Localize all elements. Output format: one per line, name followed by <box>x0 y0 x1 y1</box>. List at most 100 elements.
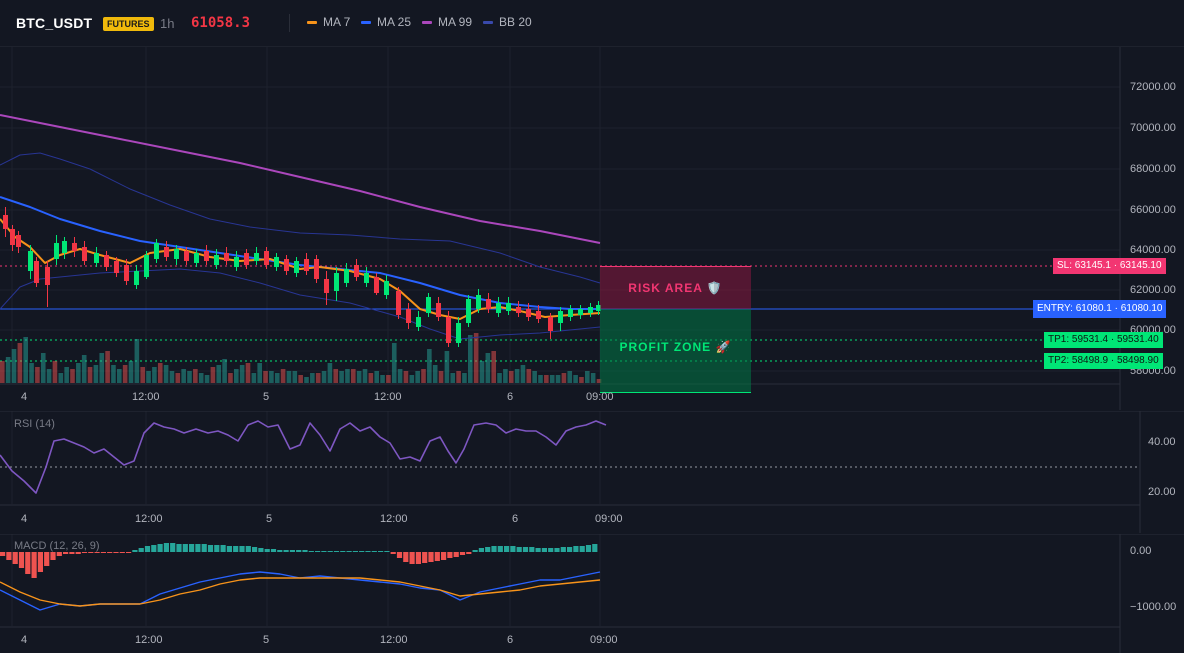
macd-histogram-bar <box>88 552 94 553</box>
candle-body <box>374 277 379 293</box>
entry-label[interactable]: ENTRY: 61080.1 · 61080.10 <box>1033 300 1167 318</box>
macd-histogram-bar <box>157 544 163 552</box>
candle-body <box>94 253 99 263</box>
volume-bar <box>146 371 151 383</box>
legend-ma99-label: MA 99 <box>438 15 473 29</box>
volume-bar <box>0 361 5 383</box>
volume-bar <box>76 363 81 383</box>
macd-histogram-bar <box>126 552 132 553</box>
candle-body <box>476 295 481 309</box>
macd-histogram-bar <box>296 550 302 552</box>
macd-histogram-bar <box>233 546 239 552</box>
candle-body <box>174 249 179 259</box>
macd-histogram-bar <box>75 552 81 554</box>
tp1-label[interactable]: TP1: 59531.4 · 59531.40 <box>1044 332 1163 348</box>
volume-bar <box>40 353 46 383</box>
time-axis-label: 4 <box>21 391 28 403</box>
volume-bar <box>368 373 374 383</box>
candle-body <box>144 255 149 277</box>
legend-ma25[interactable]: MA 25 <box>361 15 411 29</box>
timeframe-selector[interactable]: 1h <box>160 16 175 31</box>
macd-histogram-bar <box>510 546 516 552</box>
price-axis-label: 66000.00 <box>1130 204 1176 216</box>
volume-bar <box>409 375 415 383</box>
price-pane[interactable]: 72000.00 70000.00 68000.00 66000.00 6400… <box>0 47 1184 410</box>
volume-bar <box>386 375 391 383</box>
candle-body <box>466 299 471 323</box>
volume-bar <box>362 369 368 383</box>
time-axis-label: 12:00 <box>374 391 402 403</box>
volume-bar <box>29 363 34 383</box>
macd-histogram-bar <box>567 547 573 552</box>
price-axis-label: 64000.00 <box>1130 244 1176 256</box>
candle-body <box>54 243 59 259</box>
volume-bar <box>573 375 578 383</box>
candle-body <box>578 309 583 315</box>
macd-histogram-bar <box>264 549 270 552</box>
legend-ma7[interactable]: MA 7 <box>307 15 350 29</box>
legend-ma99[interactable]: MA 99 <box>422 15 472 29</box>
candle-body <box>364 273 369 283</box>
time-axis-label: 12:00 <box>135 513 163 525</box>
legend-bb20[interactable]: BB 20 <box>483 15 532 29</box>
volume-bar <box>274 373 280 383</box>
ma99-swatch <box>422 20 432 24</box>
macd-histogram-bar <box>176 544 182 552</box>
volume-bar <box>596 379 602 383</box>
macd-histogram-bar <box>132 550 138 552</box>
volume-bar <box>292 371 298 383</box>
volume-bar <box>263 371 268 383</box>
candle-body <box>204 251 209 261</box>
chart-header: BTC_USDT FUTURES 1h 61058.3 MA 7 MA 25 M… <box>0 0 1184 47</box>
price-chart-canvas[interactable] <box>0 47 1184 410</box>
macd-chart-canvas[interactable] <box>0 534 1184 653</box>
candle-body <box>16 235 21 247</box>
candle-body <box>184 251 189 261</box>
volume-bar <box>228 373 233 383</box>
rsi-pane[interactable]: RSI (14) 40.00 20.00 4 12:00 5 12:00 6 0… <box>0 411 1184 533</box>
volume-bar <box>456 371 461 383</box>
candle-body <box>114 261 119 273</box>
risk-area-zone[interactable]: RISK AREA 🛡️ <box>600 266 751 309</box>
candle-body <box>214 255 219 265</box>
time-axis-label: 5 <box>263 634 270 646</box>
volume-bar <box>485 353 491 383</box>
volume-bar <box>526 369 532 383</box>
volume-bar <box>310 373 315 383</box>
volume-bar <box>508 371 514 383</box>
symbol-name[interactable]: BTC_USDT <box>16 15 93 31</box>
macd-histogram-bar <box>6 552 12 560</box>
candle-body <box>304 259 309 271</box>
macd-histogram-bar <box>409 552 415 564</box>
volume-bar <box>105 351 110 383</box>
macd-histogram-bar <box>485 547 491 552</box>
sl-label[interactable]: SL: 63145.1 · 63145.10 <box>1053 258 1166 274</box>
legend-ma25-label: MA 25 <box>377 15 412 29</box>
macd-histogram-bar <box>245 546 251 552</box>
volume-bar <box>397 369 403 383</box>
rsi-chart-canvas[interactable] <box>0 411 1184 533</box>
macd-pane[interactable]: MACD (12, 26, 9) 0.00 −1000.00 4 12:00 5… <box>0 534 1184 653</box>
macd-histogram-bar <box>453 552 459 557</box>
macd-histogram-bar <box>491 546 497 552</box>
volume-bar <box>93 365 99 383</box>
macd-histogram-bar <box>333 551 340 552</box>
price-axis-label: 68000.00 <box>1130 163 1176 175</box>
time-axis-label: 5 <box>266 513 273 525</box>
candle-body <box>596 305 601 311</box>
macd-histogram-bar <box>585 545 592 552</box>
volume-bar <box>210 367 216 383</box>
volume-bar <box>520 365 526 383</box>
volume-bar <box>479 361 485 383</box>
macd-histogram-bar <box>25 552 31 574</box>
tp2-label[interactable]: TP2: 58498.9 · 58498.90 <box>1044 353 1163 369</box>
rsi-axis-label: 20.00 <box>1148 486 1176 498</box>
profit-zone[interactable]: PROFIT ZONE 🚀 <box>600 309 751 393</box>
candle-body <box>486 299 491 309</box>
volume-bar <box>549 375 555 383</box>
volume-bar <box>122 365 128 383</box>
candle-body <box>568 309 573 317</box>
candle-body <box>496 303 501 313</box>
time-axis-label: 12:00 <box>380 634 408 646</box>
volume-bar <box>111 365 116 383</box>
